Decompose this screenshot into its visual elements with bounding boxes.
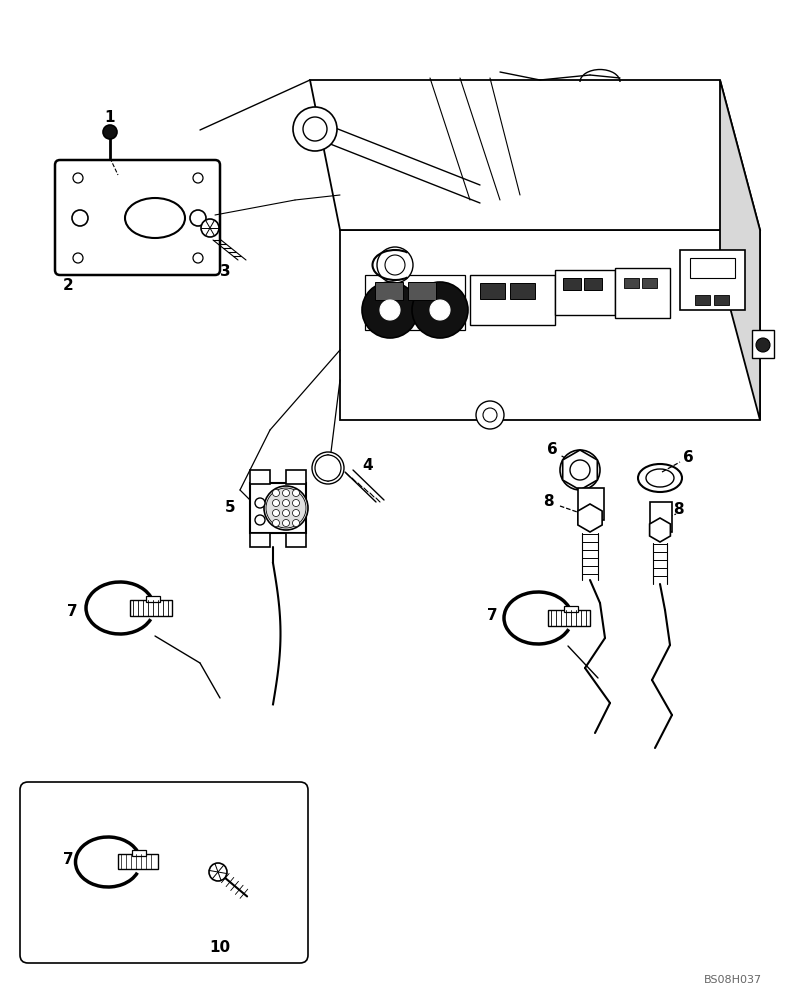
Circle shape — [103, 125, 117, 139]
Polygon shape — [310, 80, 760, 230]
Circle shape — [283, 499, 290, 506]
Circle shape — [483, 408, 497, 422]
Text: 5: 5 — [224, 500, 236, 516]
Bar — [286, 533, 306, 547]
Bar — [563, 278, 581, 290]
Circle shape — [292, 510, 299, 516]
Text: 7: 7 — [63, 852, 73, 867]
Bar — [118, 854, 158, 869]
Bar — [132, 850, 146, 856]
Circle shape — [303, 117, 327, 141]
Bar — [548, 610, 590, 626]
Bar — [286, 470, 306, 484]
Circle shape — [264, 486, 308, 530]
Circle shape — [193, 173, 203, 183]
Circle shape — [272, 510, 279, 516]
Text: 8: 8 — [673, 502, 683, 518]
Bar — [480, 283, 505, 299]
Text: 4: 4 — [363, 458, 373, 473]
Circle shape — [292, 520, 299, 526]
Circle shape — [73, 253, 83, 263]
Polygon shape — [578, 504, 602, 532]
Bar — [680, 250, 745, 310]
Circle shape — [272, 499, 279, 506]
Circle shape — [255, 515, 265, 525]
Bar — [578, 488, 604, 520]
Bar — [752, 330, 774, 358]
Circle shape — [560, 450, 600, 490]
Bar — [510, 283, 535, 299]
Circle shape — [209, 863, 227, 881]
Text: 10: 10 — [209, 940, 231, 956]
FancyBboxPatch shape — [20, 782, 308, 963]
Bar — [146, 596, 160, 602]
Circle shape — [201, 219, 219, 237]
Bar — [584, 278, 602, 290]
Bar — [250, 533, 270, 547]
Polygon shape — [317, 455, 339, 481]
Circle shape — [362, 282, 418, 338]
Bar — [624, 278, 639, 288]
Bar — [130, 600, 172, 616]
Circle shape — [255, 498, 265, 508]
Circle shape — [412, 282, 468, 338]
Circle shape — [283, 520, 290, 526]
Text: 7: 7 — [486, 608, 498, 624]
FancyBboxPatch shape — [55, 160, 220, 275]
Circle shape — [293, 107, 337, 151]
Bar — [555, 270, 615, 315]
Bar — [714, 295, 729, 305]
Circle shape — [292, 489, 299, 496]
Circle shape — [756, 338, 770, 352]
Circle shape — [377, 247, 413, 283]
Bar — [375, 282, 403, 300]
Polygon shape — [720, 80, 760, 420]
Polygon shape — [563, 450, 597, 490]
Text: 6: 6 — [547, 442, 557, 456]
Bar — [408, 282, 436, 300]
Circle shape — [272, 489, 279, 496]
Circle shape — [292, 499, 299, 506]
Bar — [650, 502, 672, 532]
Bar — [250, 470, 270, 484]
Circle shape — [385, 255, 405, 275]
Text: BS08H037: BS08H037 — [704, 975, 762, 985]
Text: 3: 3 — [220, 264, 230, 279]
Polygon shape — [650, 518, 670, 542]
Circle shape — [476, 401, 504, 429]
Text: 6: 6 — [683, 450, 693, 464]
Circle shape — [283, 510, 290, 516]
Circle shape — [430, 300, 450, 320]
Text: 1: 1 — [105, 110, 115, 125]
Circle shape — [570, 460, 590, 480]
Circle shape — [312, 452, 344, 484]
Bar — [690, 258, 735, 278]
Text: 2: 2 — [63, 277, 73, 292]
Text: 7: 7 — [67, 604, 77, 619]
Circle shape — [193, 253, 203, 263]
Circle shape — [315, 455, 341, 481]
Circle shape — [380, 300, 400, 320]
Text: 8: 8 — [543, 494, 553, 510]
Bar — [470, 275, 555, 325]
Circle shape — [266, 488, 306, 528]
Circle shape — [73, 173, 83, 183]
Circle shape — [272, 520, 279, 526]
Polygon shape — [340, 230, 760, 420]
Circle shape — [72, 210, 88, 226]
Bar — [695, 295, 710, 305]
Bar — [250, 483, 306, 533]
Bar — [615, 268, 670, 318]
Bar — [564, 606, 578, 612]
Bar — [365, 275, 465, 330]
Circle shape — [190, 210, 206, 226]
Bar — [642, 278, 657, 288]
Circle shape — [283, 489, 290, 496]
Ellipse shape — [125, 198, 185, 238]
